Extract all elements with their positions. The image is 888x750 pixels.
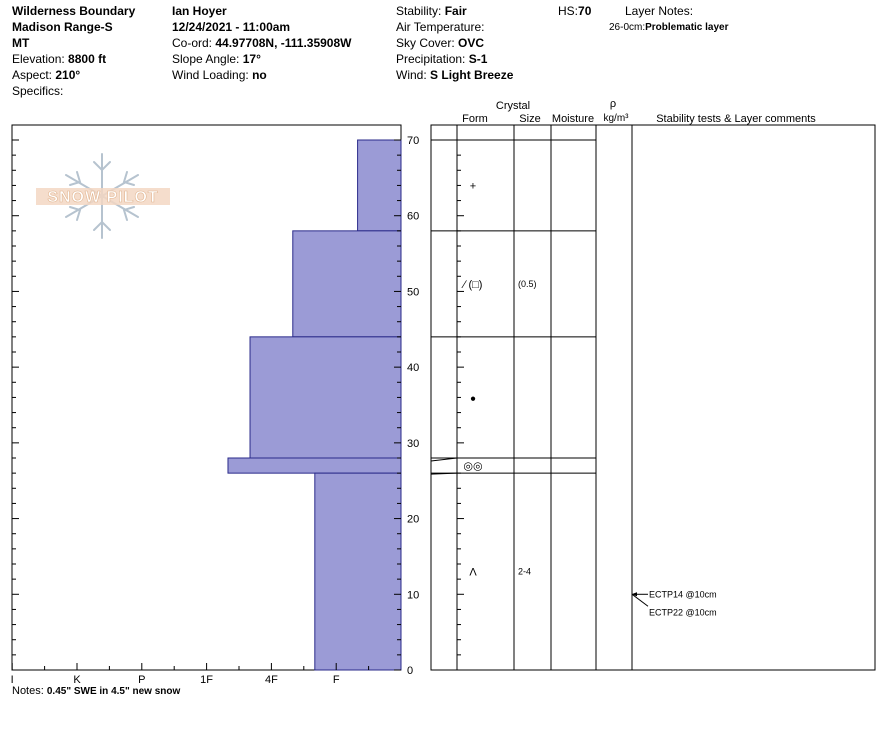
- coord-label: Co-ord:: [172, 36, 213, 50]
- stability-field: Stability: Fair: [396, 3, 467, 19]
- slope-value: 17°: [242, 52, 261, 66]
- sky-label: Sky Cover:: [396, 36, 455, 50]
- rho-header: ρ: [610, 98, 616, 110]
- hs-label: HS:: [558, 4, 579, 18]
- state-name: MT: [12, 36, 30, 50]
- stability-label: Stability:: [396, 4, 442, 18]
- stability-test-label-1: ECTP22 @10cm: [649, 607, 717, 617]
- depth-tick-label-70: 70: [407, 135, 419, 147]
- hardness-bar-1: [292, 230, 402, 338]
- grain-form-3: ◎◎: [463, 461, 482, 473]
- aspect-label: Aspect:: [12, 68, 53, 82]
- hardness-label-F: F: [333, 674, 340, 686]
- hardness-bar-4: [314, 472, 402, 671]
- layer-connector-bottom: [430, 472, 458, 475]
- wind-value: S Light Breeze: [430, 68, 514, 82]
- stability-value: Fair: [444, 4, 467, 18]
- depth-axis: 0 10 20 30 40 50 60 70: [407, 135, 419, 677]
- wind-field: Wind: S Light Breeze: [396, 67, 513, 83]
- range-name: Madison Range-S: [12, 20, 113, 34]
- snowpilot-logo: SNOW PILOT: [30, 152, 175, 247]
- air-temp-label: Air Temperature:: [396, 20, 485, 34]
- depth-tick-label-60: 60: [407, 211, 419, 223]
- slope-label: Slope Angle:: [172, 52, 240, 66]
- specifics-label: Specifics:: [12, 84, 64, 98]
- coord-value: 44.97708N, -111.35908W: [215, 36, 352, 50]
- hardness-bar-2: [249, 336, 402, 459]
- depth-ticks-right: [457, 139, 464, 671]
- grain-form-2: ●: [470, 393, 476, 404]
- layer-notes-label: Layer Notes:: [625, 4, 694, 18]
- hardness-label-I: I: [11, 674, 14, 686]
- wind-label: Wind:: [396, 68, 427, 82]
- grain-form-1: ∕ (□): [461, 279, 483, 291]
- hardness-label-1F: 1F: [200, 674, 213, 686]
- layer-table-frame: [430, 124, 876, 671]
- notes: Notes: 0.45" SWE in 4.5" new snow: [12, 685, 180, 697]
- depth-ticks-left: [12, 139, 401, 671]
- hardness-bar-0: [357, 139, 402, 232]
- stability-test-pointer-1: [631, 593, 649, 607]
- grain-size-4: 2-4: [518, 567, 531, 577]
- hardness-axis: I K P 1F 4F F: [11, 663, 370, 686]
- stability-test-label-0: ECTP14 @10cm: [649, 589, 717, 599]
- hardness-label-K: K: [73, 674, 81, 686]
- comments-header: Stability tests & Layer comments: [656, 113, 816, 125]
- location-name: Wilderness Boundary: [12, 4, 136, 18]
- elevation-field: Elevation: 8800 ft: [12, 51, 106, 67]
- size-header: Size: [519, 113, 540, 125]
- moisture-header: Moisture: [552, 113, 594, 125]
- form-header: Form: [462, 113, 488, 125]
- aspect-field: Aspect: 210°: [12, 67, 80, 83]
- layer-note: 26-0cm:Problematic layer: [609, 20, 729, 36]
- hardness-bars: [227, 139, 402, 671]
- wind-loading-label: Wind Loading:: [172, 68, 249, 82]
- layer-note-text: Problematic layer: [645, 22, 729, 33]
- layer-forms: + ∕ (□) ● ◎◎ Λ: [461, 180, 483, 578]
- notes-label: Notes:: [12, 685, 44, 697]
- hardness-label-4F: 4F: [265, 674, 278, 686]
- wind-loading-field: Wind Loading: no: [172, 67, 267, 83]
- snowpilot-logo-text: SNOW PILOT: [47, 189, 158, 206]
- precip-field: Precipitation: S-1: [396, 51, 487, 67]
- coord-field: Co-ord: 44.97708N, -111.35908W: [172, 35, 351, 51]
- depth-tick-label-40: 40: [407, 362, 419, 374]
- layer-note-range: 26-0cm:: [609, 22, 646, 33]
- layer-connector-top: [430, 457, 458, 462]
- layer-sizes: (0.5) 2-4: [518, 279, 537, 577]
- hardness-label-P: P: [138, 674, 145, 686]
- notes-text: 0.45" SWE in 4.5" new snow: [46, 686, 181, 697]
- precip-label: Precipitation:: [396, 52, 466, 66]
- density-unit-header: kg/m³: [604, 113, 630, 124]
- elevation-value: 8800 ft: [68, 52, 107, 66]
- observation-datetime: 12/24/2021 - 11:00am: [172, 20, 291, 34]
- depth-tick-label-20: 20: [407, 514, 419, 526]
- layer-boundaries: [430, 139, 596, 475]
- crystal-header: Crystal: [496, 100, 530, 112]
- depth-tick-label-30: 30: [407, 438, 419, 450]
- grain-form-0: +: [470, 180, 476, 192]
- hs-field: HS:70: [558, 3, 591, 19]
- sky-value: OVC: [458, 36, 485, 50]
- aspect-value: 210°: [55, 68, 81, 82]
- grain-form-4: Λ: [469, 567, 477, 579]
- depth-tick-label-0: 0: [407, 665, 413, 677]
- depth-tick-label-50: 50: [407, 286, 419, 298]
- stability-tests: ECTP14 @10cm ECTP22 @10cm: [631, 589, 717, 617]
- hardness-bar-3: [227, 457, 402, 474]
- sky-field: Sky Cover: OVC: [396, 35, 484, 51]
- precip-value: S-1: [468, 52, 488, 66]
- slope-field: Slope Angle: 17°: [172, 51, 261, 67]
- grain-size-1: (0.5): [518, 279, 537, 289]
- hs-value: 70: [578, 4, 592, 18]
- observer-name: Ian Hoyer: [172, 4, 227, 18]
- wind-loading-value: no: [252, 68, 267, 82]
- stability-test-arrowhead-1: [632, 592, 637, 597]
- elevation-label: Elevation:: [12, 52, 65, 66]
- depth-tick-label-10: 10: [407, 589, 419, 601]
